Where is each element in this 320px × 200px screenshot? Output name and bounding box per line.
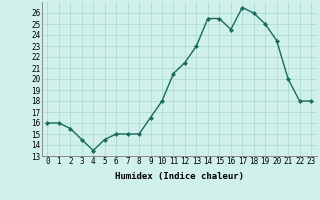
X-axis label: Humidex (Indice chaleur): Humidex (Indice chaleur) — [115, 172, 244, 181]
